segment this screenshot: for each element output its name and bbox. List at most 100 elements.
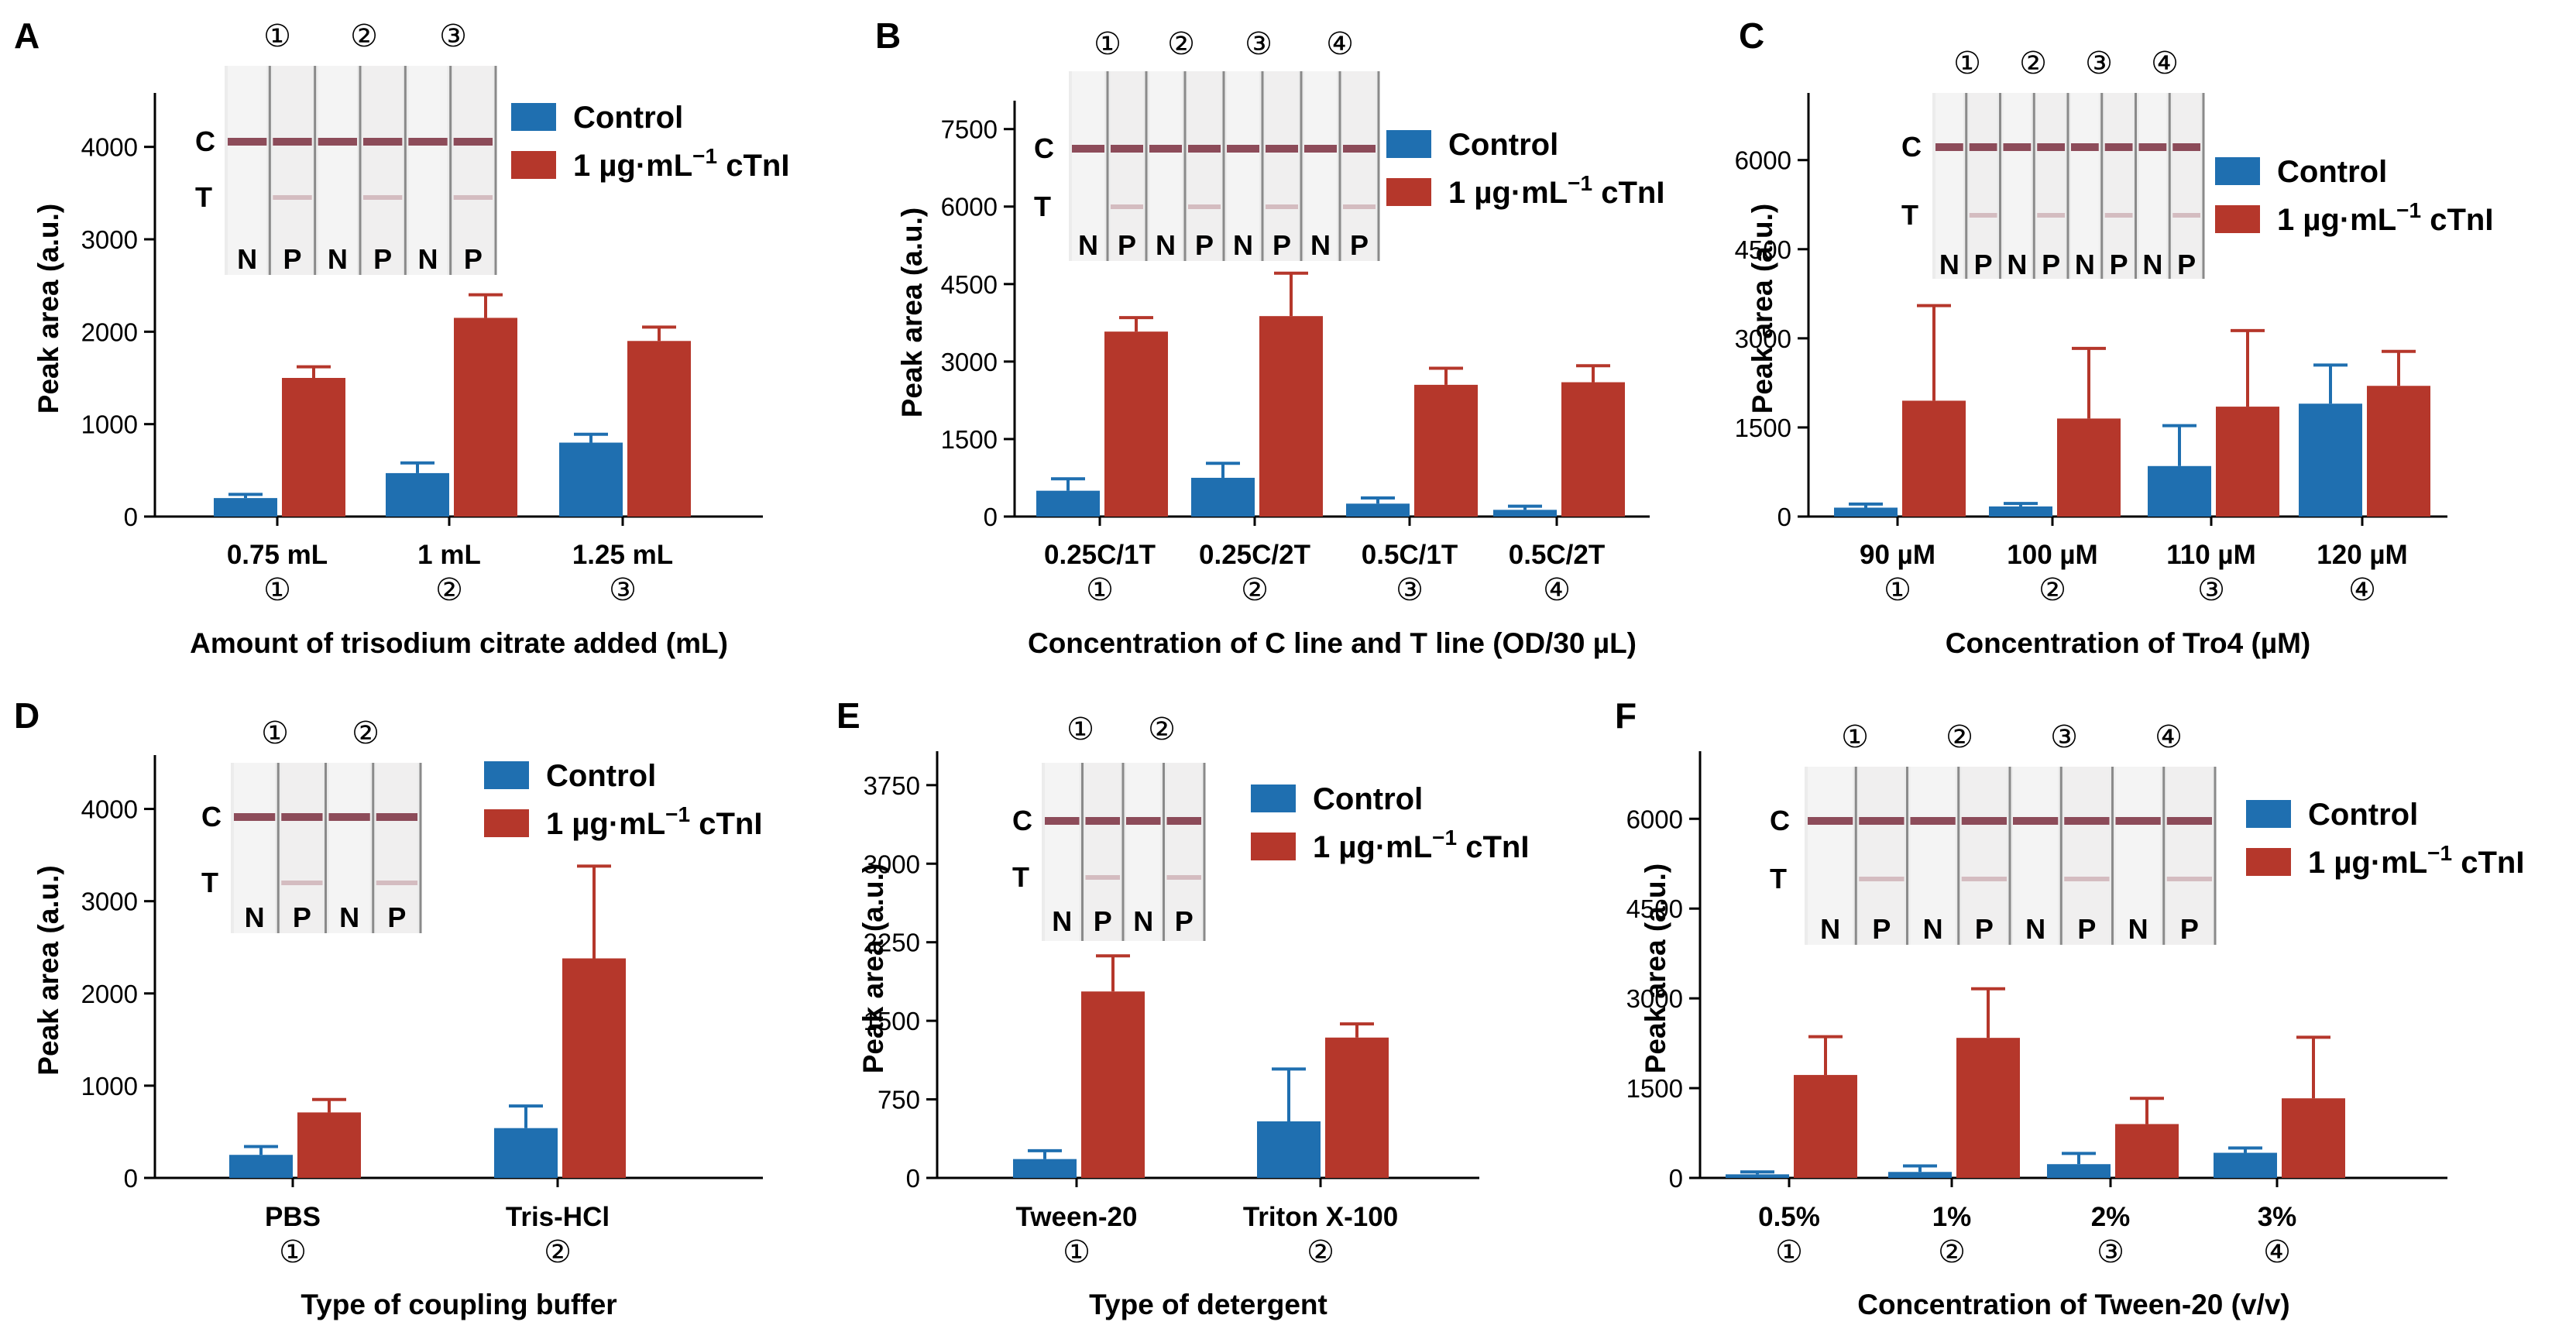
strip-t-line	[453, 195, 493, 200]
bar-control-4	[1493, 510, 1557, 517]
strip-label-p: P	[1118, 229, 1136, 261]
bar-control-3	[1346, 503, 1410, 517]
strip-lane	[2003, 93, 2032, 279]
strip-lane	[1343, 71, 1376, 261]
strip-lane	[2013, 767, 2059, 945]
strip-marker: ①	[1953, 46, 1981, 81]
strip-lane	[2104, 93, 2133, 279]
y-tick-label: 2000	[81, 318, 138, 346]
panel-letter: A	[14, 15, 39, 56]
x-axis-label: Type of coupling buffer	[301, 1289, 617, 1320]
bar-ctni-1	[282, 378, 345, 517]
strip-label-p: P	[1974, 249, 1993, 280]
strip-lane	[1969, 93, 1997, 279]
strip-t-line	[1969, 213, 1997, 218]
strip-lane	[1859, 767, 1905, 945]
y-tick-label: 1500	[1626, 1074, 1683, 1103]
bar-ctni-2	[1956, 1038, 2020, 1178]
x-tick-marker: ①	[1775, 1234, 1803, 1270]
strip-t-line	[1343, 204, 1376, 209]
strip-lane	[376, 763, 417, 933]
strip-c-line	[1188, 145, 1221, 153]
bar-control-4	[2214, 1152, 2277, 1178]
bar-control-3	[2047, 1164, 2111, 1178]
bar-control-1	[1726, 1174, 1789, 1178]
x-tick-marker: ①	[1884, 572, 1911, 608]
strip-lane	[2071, 93, 2099, 279]
strip-label-n: N	[1310, 229, 1331, 261]
bar-control-3	[559, 442, 623, 517]
strip-label-p: P	[1195, 229, 1214, 261]
legend: Control 1 µg·mL−1 cTnI	[2246, 798, 2524, 880]
strip-c-line	[1343, 145, 1376, 153]
strip-label-p: P	[373, 243, 392, 275]
y-tick-label: 0	[984, 503, 998, 531]
y-tick-label: 3000	[1735, 324, 1791, 353]
panel-letter: C	[1739, 15, 1764, 56]
strip-c-line	[2172, 143, 2200, 151]
panel-letter: D	[14, 695, 39, 736]
x-tick-label: 100 µM	[2007, 540, 2097, 570]
strip-lane	[228, 66, 267, 275]
strip-c-line	[328, 813, 370, 821]
bar-control-1	[1834, 507, 1898, 517]
strip-c-line	[281, 813, 323, 821]
strip-c-line	[1304, 145, 1337, 153]
y-axis-label: Peak area (a.u.)	[857, 863, 889, 1073]
strip-c-line	[1910, 817, 1956, 825]
strip-lane	[1111, 71, 1143, 261]
strip-lane	[2037, 93, 2065, 279]
x-tick-label: 120 µM	[2317, 540, 2407, 570]
x-axis-label: Concentration of C line and T line (OD/3…	[1028, 627, 1637, 659]
strip-c-line	[228, 138, 267, 146]
panel-a: A 0 1000 2000 3000 4000 Peak area (a.u.) 0.75 m…	[14, 15, 789, 659]
x-tick-label: 0.25C/2T	[1199, 540, 1310, 570]
y-tick-label: 0	[124, 1164, 138, 1193]
bar-control-1	[1013, 1159, 1077, 1178]
strip-lane	[2172, 93, 2200, 279]
legend-swatch-control	[1386, 130, 1431, 158]
strip-c-line	[1859, 817, 1905, 825]
x-tick-marker: ②	[1307, 1234, 1334, 1270]
x-tick-label: 0.25C/1T	[1044, 540, 1156, 570]
strip-t-line	[363, 195, 403, 200]
strip-lane	[1266, 71, 1298, 261]
legend-label-ctni: 1 µg·mL−1 cTnI	[2308, 841, 2524, 880]
bar-control-2	[386, 472, 449, 517]
legend-label-control: Control	[1448, 128, 1558, 162]
strip-label-n: N	[2007, 249, 2027, 280]
strip-c-line	[2104, 143, 2133, 151]
bar-ctni-3	[627, 341, 691, 517]
strip-label-c: C	[1770, 805, 1790, 836]
strip-c-line	[1149, 145, 1182, 153]
strip-label-t: T	[1770, 863, 1787, 894]
strip-c-line	[1045, 817, 1080, 825]
strip-lane	[363, 66, 403, 275]
y-tick-label: 3000	[1626, 984, 1683, 1013]
y-tick-label: 6000	[1626, 805, 1683, 833]
bar-control-2	[1888, 1172, 1952, 1178]
x-tick-marker: ②	[1241, 572, 1269, 608]
y-tick-label: 3000	[81, 225, 138, 254]
strip-c-line	[273, 138, 312, 146]
strip-marker: ②	[2019, 46, 2047, 81]
y-tick-label: 3000	[864, 850, 920, 878]
strip-c-line	[363, 138, 403, 146]
strip-label-p: P	[283, 243, 301, 275]
legend-label-ctni: 1 µg·mL−1 cTnI	[1448, 171, 1664, 210]
y-tick-label: 6000	[1735, 146, 1791, 175]
strip-c-line	[2013, 817, 2059, 825]
strip-label-p: P	[2110, 249, 2128, 280]
strip-lane	[281, 763, 323, 933]
bar-ctni-2	[562, 958, 626, 1178]
legend: Control 1 µg·mL−1 cTnI	[511, 101, 789, 183]
strip-lane	[1149, 71, 1182, 261]
x-tick-marker: ④	[1543, 572, 1571, 608]
strip-label-n: N	[1923, 913, 1943, 945]
legend-swatch-control	[484, 761, 529, 789]
strip-lane	[273, 66, 312, 275]
strip-c-line	[2071, 143, 2099, 151]
legend-label-control: Control	[1313, 782, 1423, 816]
